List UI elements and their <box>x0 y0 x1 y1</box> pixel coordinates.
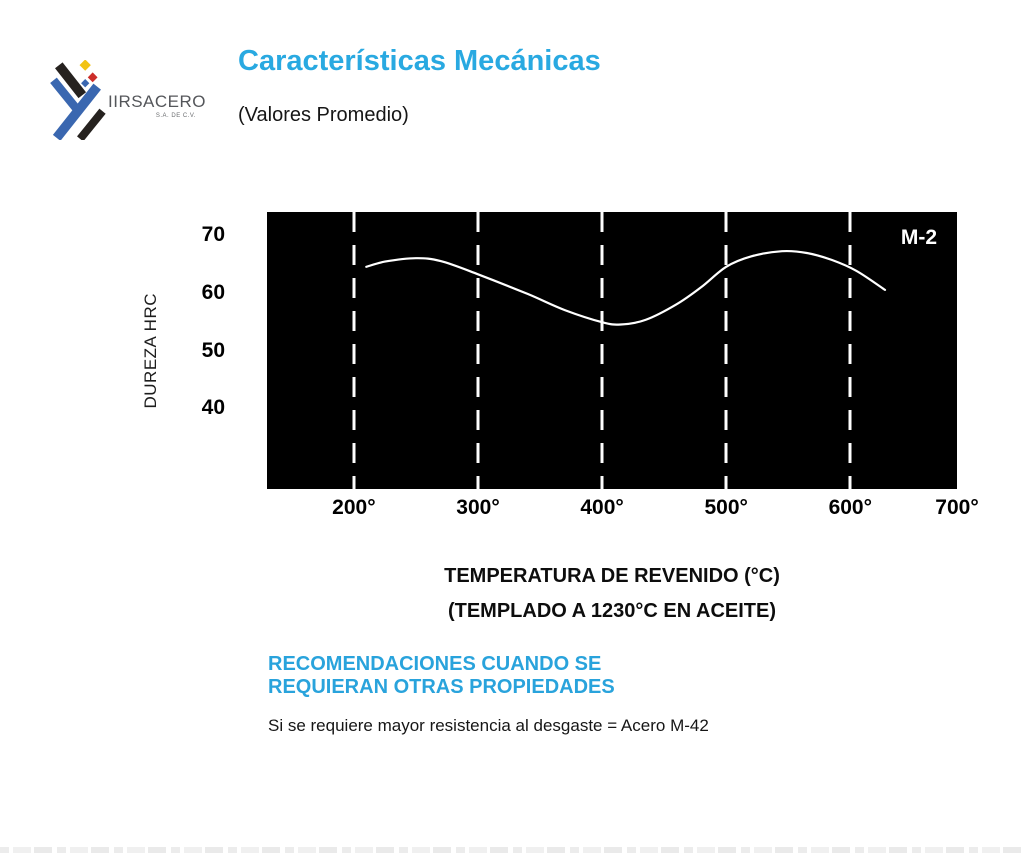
series-label-m2: M-2 <box>900 226 937 249</box>
xtick-400: 400° <box>580 496 624 519</box>
xtick-600: 600° <box>828 496 873 519</box>
y-axis-title: DUREZA HRC <box>141 292 160 409</box>
ytick-40: 40 <box>201 396 225 420</box>
tempering-hardness-chart: M-2 <box>267 212 957 489</box>
gridline-400 <box>600 212 604 489</box>
ytick-50: 50 <box>201 338 225 362</box>
gridline-600 <box>848 212 852 489</box>
xtick-500: 500° <box>704 496 748 519</box>
x-axis-title: TEMPERATURA DE REVENIDO (°C) <box>444 565 780 587</box>
xtick-700: 700° <box>935 496 979 519</box>
gridline-300 <box>476 212 480 489</box>
xtick-200: 200° <box>332 496 376 519</box>
ytick-60: 60 <box>201 280 225 304</box>
hardness-curve <box>365 249 887 326</box>
recommendations-heading-line2: REQUIERAN OTRAS PROPIEDADES <box>268 676 615 698</box>
recommendations-note: Si se requiere mayor resistencia al desg… <box>268 716 709 735</box>
iirsacero-logo-icon <box>50 60 106 140</box>
logo-company-name: IIRSACERO <box>108 92 207 111</box>
ytick-70: 70 <box>201 223 225 247</box>
gridline-500 <box>724 212 728 489</box>
y-axis-ticks: 70 60 50 40 <box>165 212 225 489</box>
recommendations-heading: RECOMENDACIONES CUANDO SE REQUIERAN OTRA… <box>268 653 615 699</box>
recommendations-heading-line1: RECOMENDACIONES CUANDO SE <box>268 653 602 675</box>
logo-text: IIRSACERO S.A. DE C.V. <box>108 92 206 119</box>
x-axis-ticks: 200° 300° 400° 500° 600° 700° <box>267 496 979 522</box>
page-subtitle: (Valores Promedio) <box>238 104 409 126</box>
gridline-200 <box>352 212 356 489</box>
cutoff-text-strip <box>0 847 1024 853</box>
page-title: Características Mecánicas <box>238 45 601 77</box>
xtick-300: 300° <box>456 496 500 519</box>
x-axis-subtitle: (TEMPLADO A 1230°C EN ACEITE) <box>447 600 777 622</box>
logo-company-suffix: S.A. DE C.V. <box>155 113 196 119</box>
